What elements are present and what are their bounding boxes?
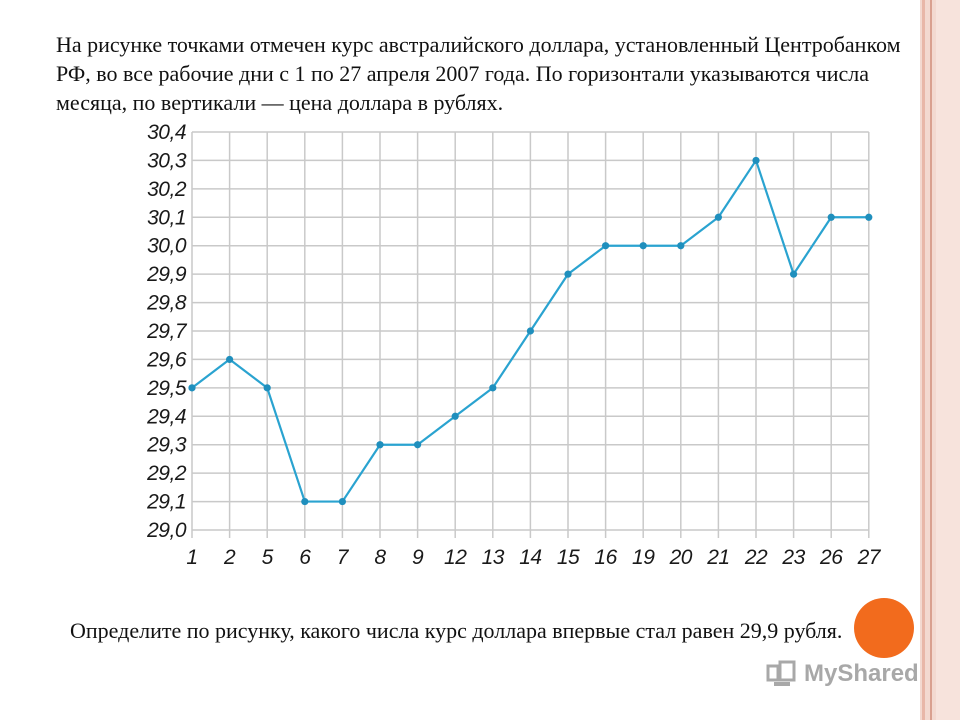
y-tick-label: 30,1 <box>147 206 186 229</box>
myshared-logo-icon <box>766 660 796 686</box>
data-point <box>338 497 346 506</box>
x-tick-label: 16 <box>594 546 617 569</box>
y-tick-label: 30,4 <box>147 121 186 144</box>
data-point <box>677 242 685 250</box>
x-tick-label: 2 <box>223 546 236 569</box>
y-tick-label: 29,5 <box>146 377 187 400</box>
y-tick-label: 29,6 <box>146 348 187 371</box>
watermark: MyShared <box>766 656 919 692</box>
data-point <box>414 441 422 449</box>
data-point <box>301 497 309 506</box>
y-tick-label: 29,3 <box>146 434 187 457</box>
data-point <box>714 213 723 221</box>
question-text: На рисунке точками отмечен курс австрали… <box>56 32 901 115</box>
y-tick-label: 29,1 <box>146 491 186 514</box>
slide-border-panel <box>936 0 960 720</box>
x-tick-label: 21 <box>706 546 729 569</box>
line-chart: 29,0 29,1 29,2 29,3 29,4 29,5 29,6 29,7 29,8 29,9… <box>130 114 890 584</box>
watermark-text: MyShared <box>804 660 919 687</box>
x-tick-label: 9 <box>412 546 424 569</box>
data-point <box>263 384 271 392</box>
y-tick-label: 29,4 <box>146 405 186 428</box>
x-tick-label: 22 <box>744 546 768 569</box>
task-text: Определите по рисунку, какого числа курс… <box>70 618 843 643</box>
y-tick-label: 29,2 <box>146 462 187 485</box>
y-tick-label: 30,0 <box>147 235 187 258</box>
data-point <box>602 242 610 250</box>
x-tick-label: 19 <box>632 546 655 569</box>
data-point <box>639 242 647 250</box>
orange-circle-badge <box>854 598 914 658</box>
y-tick-label: 29,0 <box>146 519 187 542</box>
x-tick-label: 20 <box>669 546 693 569</box>
data-point <box>376 441 384 449</box>
y-tick-label: 29,7 <box>146 320 188 343</box>
x-tick-label: 13 <box>482 546 505 569</box>
slide-border-stripe <box>922 0 925 720</box>
data-point <box>188 384 196 392</box>
data-point <box>865 213 873 221</box>
data-point <box>752 156 760 165</box>
data-point <box>827 213 835 221</box>
x-tick-label: 14 <box>519 546 541 569</box>
x-tick-label: 5 <box>262 546 274 569</box>
y-tick-label: 30,3 <box>147 149 187 172</box>
chart-svg: 29,0 29,1 29,2 29,3 29,4 29,5 29,6 29,7 29,8 29,9… <box>146 121 882 569</box>
data-point <box>226 355 234 364</box>
x-tick-label: 8 <box>374 546 386 569</box>
data-point <box>489 384 497 392</box>
y-tick-label: 29,8 <box>146 292 187 315</box>
data-point <box>564 270 572 278</box>
x-tick-label: 6 <box>299 546 311 569</box>
x-tick-label: 23 <box>781 546 805 569</box>
x-tick-label: 1 <box>186 546 197 569</box>
data-point <box>451 412 459 420</box>
y-tick-label: 29,9 <box>146 263 187 286</box>
x-tick-label: 7 <box>337 546 350 569</box>
data-point <box>790 270 798 278</box>
y-tick-label: 30,2 <box>147 178 187 201</box>
x-tick-label: 27 <box>857 546 882 569</box>
x-tick-label: 12 <box>444 546 467 569</box>
x-tick-label: 15 <box>557 546 580 569</box>
slide-border-stripe <box>930 0 932 720</box>
x-tick-label: 26 <box>819 546 843 569</box>
data-point <box>526 327 534 335</box>
